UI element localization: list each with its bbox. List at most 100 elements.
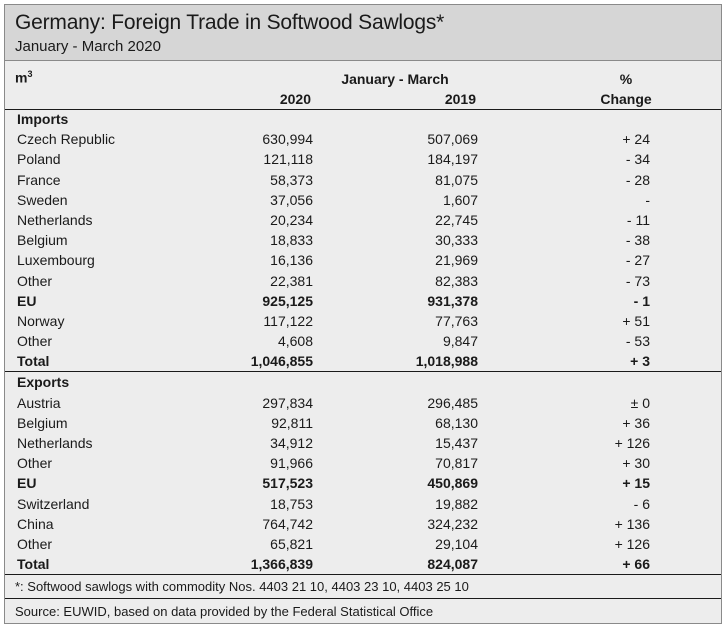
country-cell: China [17, 515, 54, 532]
value-2020-cell: 34,912 [270, 435, 313, 451]
country-cell: Other [17, 272, 53, 289]
change-cell: - 1 [633, 292, 650, 309]
country-cell: Other [17, 455, 53, 472]
value-2019-cell: 824,087 [427, 556, 478, 573]
country-cell: Netherlands [17, 435, 93, 451]
table-row: Belgium 18,833 30,333 - 38 [5, 230, 721, 250]
value-2020-cell: 22,381 [270, 272, 313, 289]
value-2020-cell: 18,753 [270, 495, 313, 512]
section-header: Exports [5, 372, 721, 392]
value-2019-cell: 296,485 [427, 394, 478, 411]
page-subtitle: January - March 2020 [15, 38, 161, 55]
table-row: Total 1,366,839 824,087 + 66 [5, 554, 721, 576]
value-2019-cell: 21,969 [435, 252, 478, 269]
title-bar: Germany: Foreign Trade in Softwood Sawlo… [5, 5, 721, 61]
change-cell: - 34 [625, 151, 650, 168]
table-row: Other 65,821 29,104 + 126 [5, 534, 721, 554]
value-2019-cell: 450,869 [427, 475, 478, 492]
value-2019-cell: 1,018,988 [415, 353, 478, 370]
table-row: Austria 297,834 296,485 ± 0 [5, 393, 721, 413]
value-2019-cell: 22,745 [435, 211, 478, 228]
value-2019-cell: 931,378 [427, 292, 478, 309]
footnote-row: *: Softwood sawlogs with commodity Nos. … [5, 576, 721, 599]
change-cell: - 6 [633, 495, 650, 512]
change-cell: - [645, 191, 650, 208]
country-cell: Total [17, 556, 50, 573]
value-2019-cell: 184,197 [427, 151, 478, 168]
change-cell: + 136 [614, 515, 650, 532]
table-row: Luxembourg 16,136 21,969 - 27 [5, 250, 721, 270]
table-row: Netherlands 20,234 22,745 - 11 [5, 210, 721, 230]
value-2020-cell: 4,608 [277, 333, 313, 350]
change-cell: + 126 [614, 535, 650, 552]
value-2020-cell: 1,366,839 [250, 556, 313, 573]
page-title: Germany: Foreign Trade in Softwood Sawlo… [15, 11, 445, 34]
country-cell: France [17, 171, 61, 188]
value-2020-cell: 764,742 [262, 515, 313, 532]
value-2020-cell: 925,125 [262, 292, 313, 309]
country-cell: Poland [17, 151, 61, 168]
section-label: Exports [17, 374, 70, 391]
change-cell: - 53 [625, 333, 650, 350]
change-cell: - 11 [626, 211, 650, 228]
section-header: Imports [5, 109, 721, 129]
table-row: EU 517,523 450,869 + 15 [5, 473, 721, 493]
table-row: Other 4,608 9,847 - 53 [5, 331, 721, 351]
value-2020-cell: 117,122 [263, 312, 313, 329]
change-cell: - 73 [625, 272, 650, 289]
value-2019-cell: 29,104 [435, 535, 478, 552]
country-cell: Luxembourg [17, 252, 95, 269]
table-row: Other 22,381 82,383 - 73 [5, 271, 721, 291]
value-2020-cell: 630,994 [262, 131, 313, 148]
unit-label: m3 [15, 69, 32, 86]
country-cell: Czech Republic [17, 131, 116, 148]
value-2019-cell: 9,847 [442, 333, 478, 350]
change-cell: + 126 [614, 435, 650, 451]
year-2019-header: 2019 [444, 91, 476, 107]
value-2020-cell: 92,811 [271, 414, 313, 431]
table-row: Czech Republic 630,994 507,069 + 24 [5, 129, 721, 149]
value-2020-cell: 16,136 [270, 252, 313, 269]
country-cell: Norway [17, 312, 65, 329]
value-2019-cell: 70,817 [435, 455, 478, 472]
table-row: China 764,742 324,232 + 136 [5, 514, 721, 534]
period-header: January - March [341, 71, 449, 87]
value-2020-cell: 121,118 [263, 151, 313, 168]
country-cell: Other [17, 333, 53, 350]
country-cell: Belgium [17, 232, 68, 249]
change-cell: + 24 [622, 131, 650, 148]
footnote: *: Softwood sawlogs with commodity Nos. … [15, 579, 469, 594]
value-2020-cell: 20,234 [270, 211, 313, 228]
value-2019-cell: 81,075 [435, 171, 478, 188]
value-2020-cell: 37,056 [270, 191, 313, 208]
unit-superscript: 3 [27, 69, 33, 79]
table-row: France 58,373 81,075 - 28 [5, 170, 721, 190]
year-2020-header: 2020 [279, 91, 311, 107]
value-2020-cell: 1,046,855 [250, 353, 313, 370]
table-row: Switzerland 18,753 19,882 - 6 [5, 494, 721, 514]
change-cell: ± 0 [630, 394, 650, 411]
table-body: Imports Czech Republic 630,994 507,069 + 24 P… [5, 109, 721, 576]
change-cell: + 51 [622, 312, 650, 329]
country-cell: Belgium [17, 414, 68, 431]
value-2019-cell: 507,069 [427, 131, 478, 148]
value-2020-cell: 18,833 [270, 232, 313, 249]
value-2020-cell: 65,821 [270, 535, 313, 552]
change-cell: + 66 [622, 556, 650, 573]
table-row: Poland 121,118 184,197 - 34 [5, 149, 721, 169]
table-row: Belgium 92,811 68,130 + 36 [5, 413, 721, 433]
value-2019-cell: 324,232 [427, 515, 478, 532]
table-row: Norway 117,122 77,763 + 51 [5, 311, 721, 331]
percent-header: % [619, 71, 633, 87]
country-cell: Austria [17, 394, 61, 411]
value-2020-cell: 517,523 [262, 475, 313, 492]
value-2020-cell: 58,373 [270, 171, 313, 188]
country-cell: EU [17, 475, 37, 492]
value-2019-cell: 1,607 [442, 191, 478, 208]
value-2019-cell: 19,882 [435, 495, 478, 512]
change-cell: - 28 [625, 171, 650, 188]
country-cell: EU [17, 292, 37, 309]
country-cell: Total [17, 353, 50, 370]
change-cell: + 15 [622, 475, 650, 492]
country-cell: Sweden [17, 191, 68, 208]
